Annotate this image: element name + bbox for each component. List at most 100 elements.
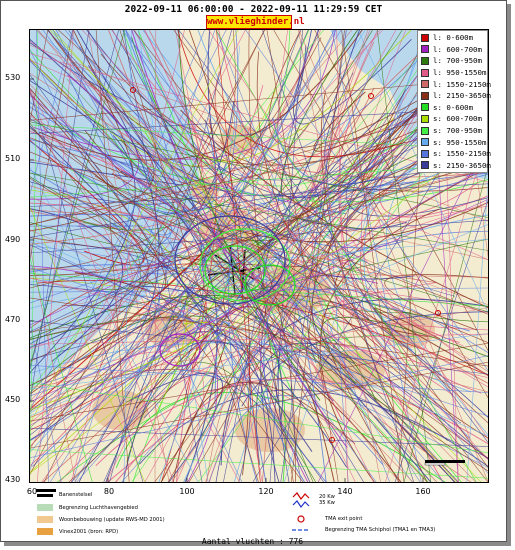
flight-track <box>87 30 170 482</box>
legend-label: l: 700-950m <box>433 56 482 66</box>
flight-track <box>30 355 488 458</box>
flight-track <box>248 30 279 401</box>
legend-label: s: 950-1550m <box>433 137 487 147</box>
flight-track <box>208 30 488 440</box>
flight-track <box>30 30 246 451</box>
flight-track <box>42 30 377 482</box>
flight-track <box>30 333 488 390</box>
flight-track <box>123 30 132 482</box>
flight-track <box>30 241 488 468</box>
flight-track-map[interactable] <box>29 29 489 483</box>
flight-track <box>30 30 125 367</box>
flight-track <box>273 30 488 399</box>
legend-item: s: 700-950m <box>418 125 487 137</box>
flight-track <box>30 238 488 437</box>
legend-label: s: 700-950m <box>433 126 482 136</box>
flight-track <box>30 369 348 439</box>
flight-track <box>384 274 488 331</box>
legend-item: l: 1550-2150m <box>418 78 491 90</box>
flight-track <box>30 427 488 447</box>
flight-track <box>144 30 397 482</box>
altitude-legend: l: 0-600m l: 600-700m l: 700-950m l: 950… <box>417 30 491 174</box>
flight-track <box>30 364 488 393</box>
flight-track <box>30 320 488 375</box>
flight-track <box>30 85 264 467</box>
legend-item: s: 1550-2150m <box>418 148 491 160</box>
flight-track <box>179 30 360 379</box>
x-tick: 100 <box>179 487 195 496</box>
flight-track <box>315 155 488 321</box>
flight-track <box>30 74 325 482</box>
flight-track <box>36 30 74 482</box>
page-title: 2022-09-11 06:00:00 - 2022-09-11 11:29:5… <box>124 4 383 15</box>
flight-track <box>244 264 296 306</box>
flight-track <box>30 244 76 482</box>
flight-track <box>307 30 447 272</box>
flight-track <box>30 196 151 355</box>
flight-track <box>30 297 488 367</box>
flight-track <box>64 30 444 482</box>
site-badge[interactable]: www.vlieghinder.nl <box>206 15 305 29</box>
legend-item: l: 600-700m <box>418 44 487 56</box>
flight-track <box>30 121 488 218</box>
flight-track <box>30 257 93 482</box>
flight-track <box>30 208 124 362</box>
flight-track <box>30 449 488 479</box>
flight-track <box>30 59 488 260</box>
flight-track <box>30 30 384 402</box>
flight-track <box>47 30 158 202</box>
bottom-legend-label: TMA exit point <box>325 516 363 522</box>
y-tick: 470 <box>5 315 21 324</box>
tma-exit-points <box>130 87 441 443</box>
legend-item: l: 700-950m <box>418 55 487 67</box>
flight-track <box>245 30 488 371</box>
flight-track <box>204 245 266 295</box>
x-tick: 160 <box>415 487 431 496</box>
flight-track <box>178 30 488 443</box>
flight-track <box>334 167 488 337</box>
coordinate-grid <box>30 78 424 482</box>
flight-track <box>268 30 488 149</box>
flight-count: Aantal vluchten : 776 <box>201 537 304 546</box>
housing-swatch <box>37 516 53 523</box>
airport-swatch <box>37 504 53 511</box>
legend-item: l: 950-1550m <box>418 67 487 79</box>
bottom-legend-label: Begrenzing TMA Schiphol (TMA1 en TMA3) <box>325 527 436 533</box>
flight-track <box>238 267 488 384</box>
flight-track <box>30 159 488 260</box>
flight-track <box>30 333 488 345</box>
legend-vinex: Vinex2001 (bron: RPD) <box>37 528 118 535</box>
flight-track <box>30 30 205 471</box>
flight-track <box>154 30 157 482</box>
legend-tma-boundary: Begrenzing TMA Schiphol (TMA1 en TMA3) <box>291 527 435 533</box>
y-tick: 530 <box>5 73 21 82</box>
flight-track <box>403 165 488 482</box>
legend-label: l: 1550-2150m <box>433 79 491 89</box>
flight-track <box>46 30 459 482</box>
legend-label: s: 2150-3650m <box>433 160 491 170</box>
legend-swatch <box>421 45 429 54</box>
flight-track <box>283 30 425 482</box>
flight-track <box>30 176 410 314</box>
flight-track <box>30 172 488 251</box>
flight-track <box>30 30 39 481</box>
flight-track <box>30 361 488 449</box>
bottom-legend-label: 20 Kw <box>319 494 335 500</box>
flight-track <box>30 321 62 482</box>
y-tick: 430 <box>5 475 21 484</box>
flight-track <box>91 30 236 168</box>
flight-track <box>341 30 405 482</box>
flight-track <box>317 137 488 482</box>
legend-runway: Banenstelsel <box>37 492 92 498</box>
flight-track <box>30 135 136 374</box>
flight-track <box>70 131 488 203</box>
flight-track <box>134 30 356 482</box>
flight-track <box>111 173 488 243</box>
map-canvas[interactable] <box>30 30 488 482</box>
scale-bar-label <box>36 489 56 492</box>
flight-track <box>30 219 488 254</box>
legend-item: l: 0-600m <box>418 32 487 44</box>
flight-track <box>81 30 488 460</box>
tma-boundary-icon <box>292 529 310 531</box>
runway-swatch <box>37 493 53 497</box>
